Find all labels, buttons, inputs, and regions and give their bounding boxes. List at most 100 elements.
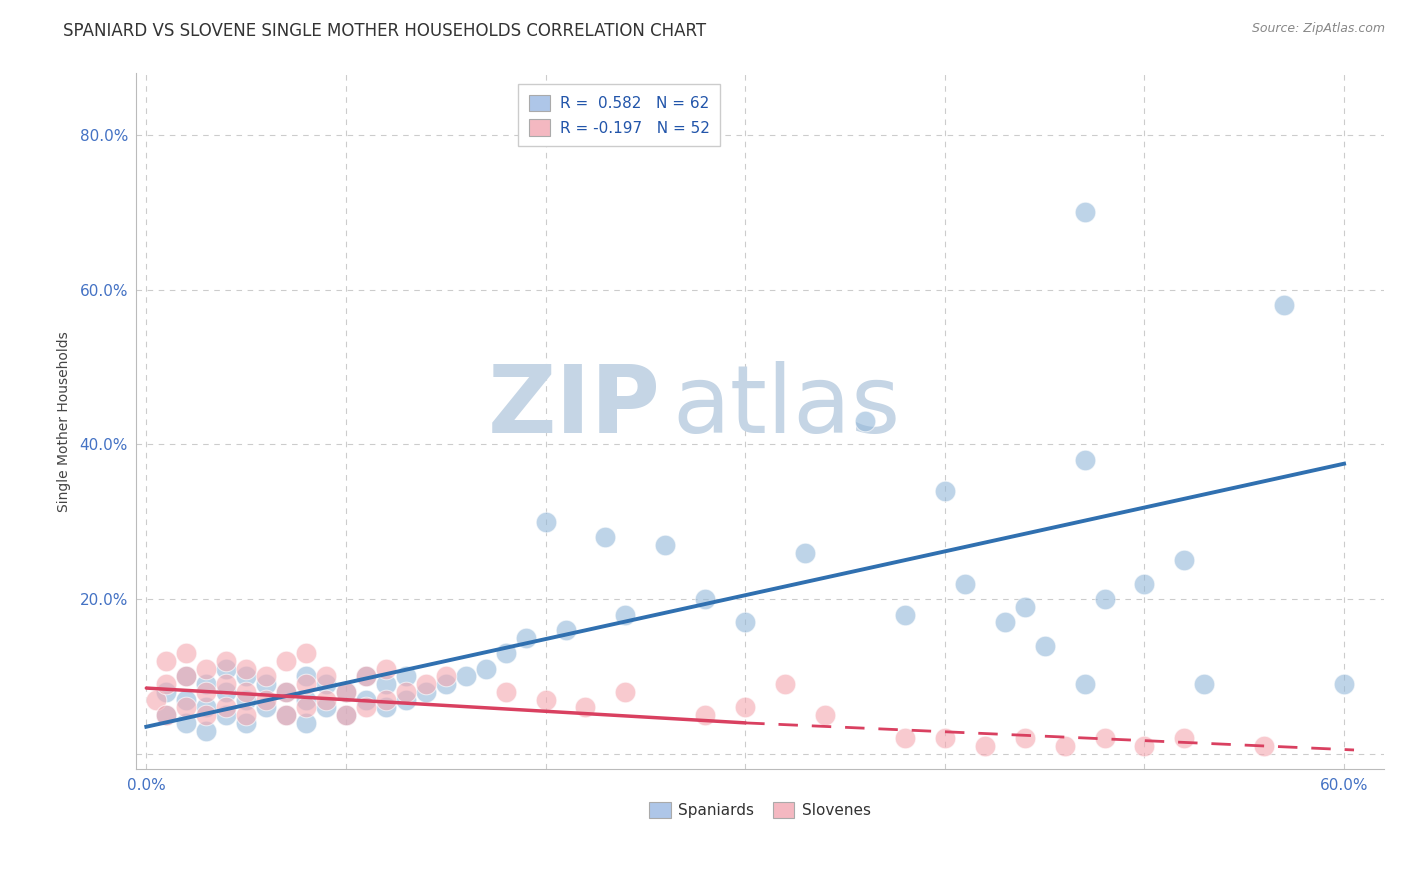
Point [215,708,238,723]
Point [354,669,377,683]
Point [614,685,637,699]
Point [934,483,956,498]
Point [235,662,257,676]
Point [1173,731,1195,746]
Point [254,677,277,691]
Point [254,700,277,714]
Point [554,623,576,637]
Point [215,654,238,668]
Point [155,685,177,699]
Point [1272,298,1295,312]
Point [1133,576,1156,591]
Point [1073,453,1095,467]
Point [695,708,717,723]
Point [195,662,218,676]
Point [215,677,238,691]
Point [534,692,557,706]
Point [495,646,517,660]
Point [215,685,238,699]
Point [595,530,617,544]
Point [574,700,596,714]
Point [335,708,357,723]
Point [174,669,197,683]
Point [335,685,357,699]
Point [235,685,257,699]
Y-axis label: Single Mother Households: Single Mother Households [58,331,72,511]
Point [274,708,297,723]
Point [254,692,277,706]
Point [814,708,837,723]
Point [1333,677,1355,691]
Point [195,685,218,699]
Point [174,700,197,714]
Text: SPANIARD VS SLOVENE SINGLE MOTHER HOUSEHOLDS CORRELATION CHART: SPANIARD VS SLOVENE SINGLE MOTHER HOUSEH… [63,22,706,40]
Point [295,700,318,714]
Point [174,669,197,683]
Point [734,700,756,714]
Point [434,669,457,683]
Point [274,685,297,699]
Point [374,692,396,706]
Point [354,700,377,714]
Point [614,607,637,622]
Point [395,692,418,706]
Point [773,677,796,691]
Point [235,708,257,723]
Point [534,515,557,529]
Point [315,700,337,714]
Text: ZIP: ZIP [488,361,661,453]
Point [295,692,318,706]
Point [395,685,418,699]
Point [454,669,477,683]
Point [434,677,457,691]
Point [274,708,297,723]
Point [495,685,517,699]
Point [794,546,817,560]
Point [474,662,496,676]
Point [934,731,956,746]
Point [335,685,357,699]
Point [174,692,197,706]
Point [354,692,377,706]
Point [973,739,995,753]
Point [155,708,177,723]
Point [155,654,177,668]
Point [894,607,917,622]
Point [1253,739,1275,753]
Point [1014,599,1036,614]
Point [315,677,337,691]
Point [315,692,337,706]
Point [994,615,1017,630]
Point [734,615,756,630]
Text: atlas: atlas [673,361,901,453]
Point [654,538,676,552]
Point [853,414,876,428]
Point [254,669,277,683]
Point [1173,553,1195,567]
Point [145,692,167,706]
Point [195,708,218,723]
Point [174,646,197,660]
Point [274,685,297,699]
Point [215,662,238,676]
Point [374,700,396,714]
Point [695,592,717,607]
Point [274,654,297,668]
Point [395,669,418,683]
Point [415,685,437,699]
Point [1073,677,1095,691]
Point [215,700,238,714]
Point [315,669,337,683]
Point [195,700,218,714]
Point [295,669,318,683]
Point [195,677,218,691]
Point [195,723,218,738]
Text: Source: ZipAtlas.com: Source: ZipAtlas.com [1251,22,1385,36]
Point [1014,731,1036,746]
Point [1053,739,1076,753]
Point [295,646,318,660]
Point [295,715,318,730]
Point [1194,677,1216,691]
Point [1133,739,1156,753]
Legend: Spaniards, Slovenes: Spaniards, Slovenes [644,796,877,824]
